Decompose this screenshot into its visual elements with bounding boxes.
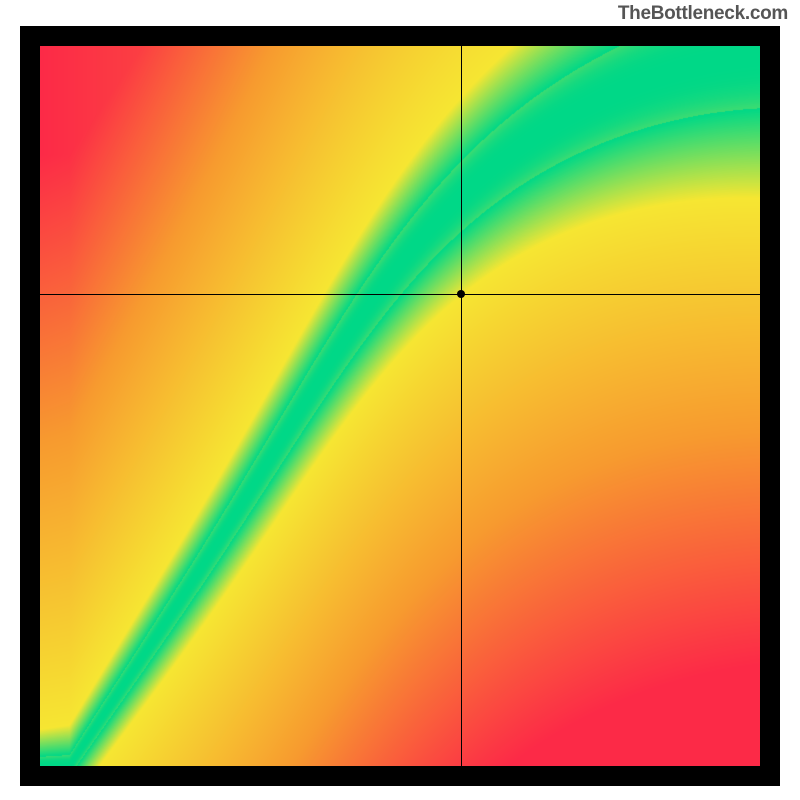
chart-container: TheBottleneck.com [0, 0, 800, 800]
crosshair-horizontal [40, 294, 760, 295]
heatmap-canvas [40, 46, 760, 766]
crosshair-vertical [461, 46, 462, 766]
chart-frame [20, 26, 780, 786]
watermark-text: TheBottleneck.com [618, 3, 788, 25]
crosshair-marker [457, 290, 465, 298]
